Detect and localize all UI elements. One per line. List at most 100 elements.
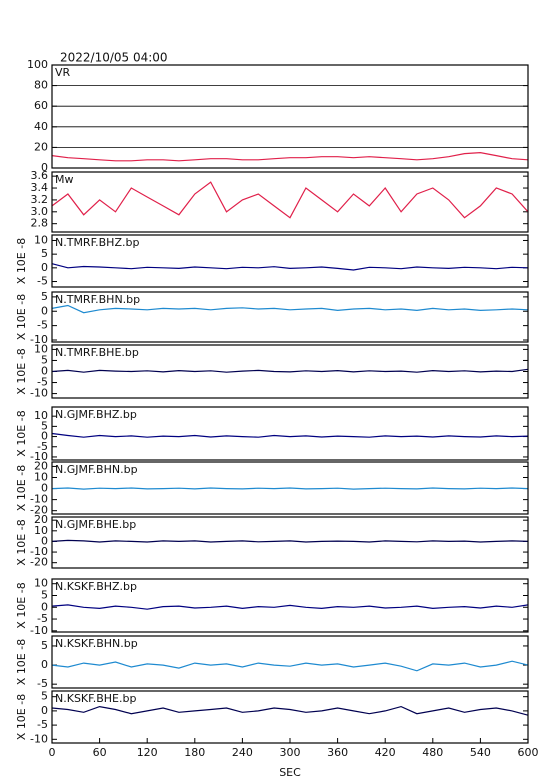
y-tick-label: 3.6	[31, 169, 49, 182]
panel-frame	[51, 578, 529, 633]
panel-frame	[51, 234, 529, 288]
x-tick-label: 420	[375, 746, 396, 759]
y-tick-label: 10	[34, 577, 48, 590]
y-tick-label: -20	[30, 504, 48, 517]
y-tick-label: -10	[30, 493, 48, 506]
panel-frame	[51, 291, 529, 343]
y-tick-label: 20	[34, 140, 48, 153]
y-tick-label: 0	[41, 161, 48, 174]
y-tick-label: -5	[37, 677, 48, 690]
panel-frame	[51, 406, 529, 461]
y-tick-label: 0	[41, 365, 48, 378]
y-axis-label: X 10E -8	[15, 582, 28, 628]
y-tick-label: 0	[41, 261, 48, 274]
series-line	[51, 539, 529, 543]
y-tick-label: 0	[41, 658, 48, 671]
panel-label: N.GJMF.BHN.bp	[55, 463, 138, 476]
series-line	[51, 181, 529, 219]
x-tick-label: 240	[232, 746, 253, 759]
y-tick-label: 0	[41, 704, 48, 717]
y-tick-label: -10	[30, 732, 48, 745]
x-tick-label: 180	[184, 746, 205, 759]
y-tick-label: -5	[37, 275, 48, 288]
y-tick-label: 20	[34, 459, 48, 472]
x-axis-label: SEC	[279, 766, 301, 779]
panel-frame	[51, 171, 529, 233]
y-tick-label: 3.2	[31, 193, 49, 206]
y-tick-label: 80	[34, 79, 48, 92]
y-tick-label: 5	[41, 588, 48, 601]
y-tick-label: 5	[41, 419, 48, 432]
series-line	[51, 263, 529, 271]
x-tick-label: 0	[49, 746, 56, 759]
y-tick-label: 3.4	[31, 181, 49, 194]
panel-frame	[51, 64, 529, 169]
series-line	[51, 432, 529, 438]
y-tick-label: -10	[30, 450, 48, 463]
x-tick-label: 120	[137, 746, 158, 759]
panel-label: N.TMRF.BHN.bp	[55, 293, 140, 306]
y-tick-label: -5	[37, 612, 48, 625]
y-axis-label: X 10E -8	[15, 238, 28, 284]
y-tick-label: -5	[37, 376, 48, 389]
panel-label: N.TMRF.BHE.bp	[55, 346, 139, 359]
y-tick-label: 0	[41, 600, 48, 613]
x-tick-label: 540	[470, 746, 491, 759]
y-tick-label: -5	[37, 440, 48, 453]
panel-label: N.TMRF.BHZ.bp	[55, 236, 139, 249]
y-tick-label: 5	[41, 290, 48, 303]
y-tick-label: -10	[30, 387, 48, 400]
panel-frame	[51, 344, 529, 399]
y-tick-label: 5	[41, 639, 48, 652]
y-tick-label: -10	[30, 624, 48, 637]
y-tick-label: 3.0	[31, 205, 49, 218]
series-line	[51, 705, 529, 716]
x-tick-label: 300	[280, 746, 301, 759]
y-tick-label: 10	[34, 342, 48, 355]
y-tick-label: -20	[30, 556, 48, 569]
y-axis-label: X 10E -8	[15, 694, 28, 740]
panel-frame	[51, 461, 529, 515]
y-tick-label: 100	[27, 58, 48, 71]
y-tick-label: 2.8	[31, 217, 49, 230]
y-axis-label: X 10E -8	[15, 348, 28, 394]
y-axis-label: X 10E -8	[15, 294, 28, 340]
x-tick-label: 360	[327, 746, 348, 759]
x-tick-label: 480	[422, 746, 443, 759]
y-tick-label: -5	[37, 319, 48, 332]
series-line	[51, 604, 529, 610]
y-tick-label: -5	[37, 718, 48, 731]
y-tick-label: 10	[34, 470, 48, 483]
panel-label: N.KSKF.BHZ.bp	[55, 580, 137, 593]
x-tick-label: 60	[93, 746, 107, 759]
series-line	[51, 487, 529, 490]
y-axis-label: X 10E -8	[15, 410, 28, 456]
y-tick-label: 0	[41, 482, 48, 495]
y-tick-label: 10	[34, 409, 48, 422]
y-tick-label: -10	[30, 333, 48, 346]
y-tick-label: 5	[41, 690, 48, 703]
y-tick-label: 60	[34, 99, 48, 112]
y-tick-label: 0	[41, 430, 48, 443]
y-tick-label: 40	[34, 120, 48, 133]
x-tick-label: 600	[518, 746, 539, 759]
y-axis-label: X 10E -8	[15, 639, 28, 685]
y-axis-label: X 10E -8	[15, 519, 28, 565]
y-tick-label: 10	[34, 233, 48, 246]
y-tick-label: 5	[41, 353, 48, 366]
series-line	[51, 660, 529, 672]
panel-label: N.GJMF.BHE.bp	[55, 518, 136, 531]
panel-label: N.KSKF.BHE.bp	[55, 692, 136, 705]
y-tick-label: 0	[41, 534, 48, 547]
series-line	[51, 304, 529, 314]
page-title: 2022/10/05 04:00	[60, 51, 168, 65]
panel-frame	[51, 635, 529, 689]
series-line	[51, 151, 529, 162]
y-tick-label: 5	[41, 247, 48, 260]
y-axis-label: X 10E -8	[15, 465, 28, 511]
panel-label: N.GJMF.BHZ.bp	[55, 408, 137, 421]
panel-label: N.KSKF.BHN.bp	[55, 637, 138, 650]
y-tick-label: 20	[34, 513, 48, 526]
panel-label: Mw	[55, 173, 74, 186]
